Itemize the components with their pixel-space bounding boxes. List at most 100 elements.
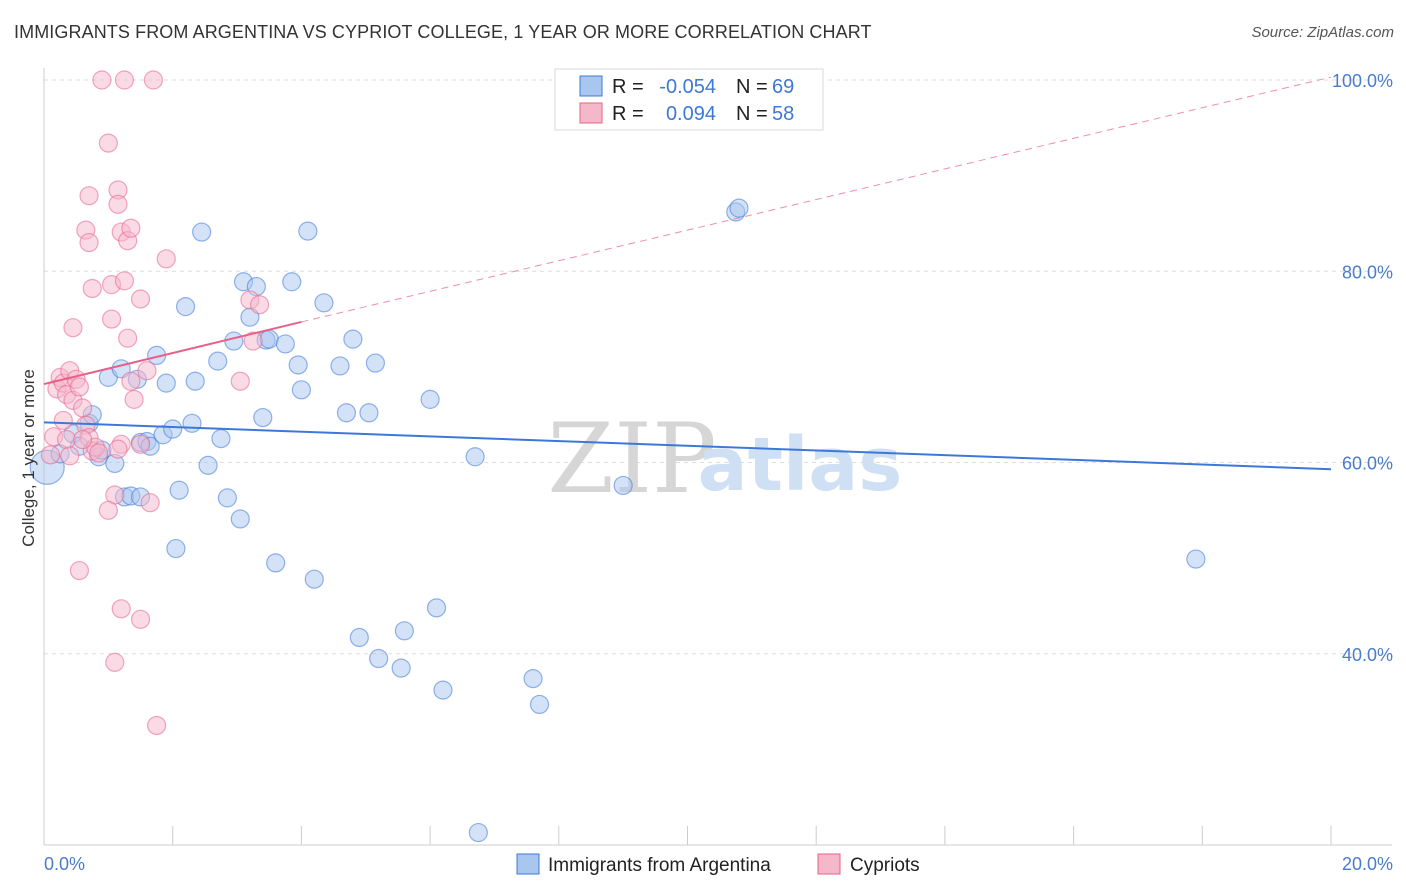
- argentina-point: [330, 356, 350, 376]
- cypriot-point: [98, 500, 118, 520]
- argentina-point: [282, 272, 302, 292]
- cypriot-point: [79, 232, 99, 253]
- argentina-point: [166, 538, 186, 559]
- argentina-point: [1186, 549, 1206, 569]
- argentina-point: [156, 373, 176, 393]
- cypriot-point: [63, 318, 83, 338]
- legend-n-value-2: 58: [772, 103, 794, 125]
- cypriot-trend-extension: [301, 76, 1332, 323]
- watermark: ZIP atlas: [547, 403, 902, 515]
- argentina-point: [336, 403, 357, 423]
- cypriot-point: [73, 429, 93, 450]
- argentina-point: [729, 198, 749, 218]
- y-tick-label: 60.0%: [1342, 454, 1393, 474]
- argentina-point: [523, 669, 543, 689]
- cypriot-point: [130, 289, 151, 309]
- legend-r-label-2: R =: [612, 103, 644, 125]
- argentina-point: [291, 380, 311, 400]
- watermark-atlas: atlas: [698, 422, 903, 508]
- argentina-point: [369, 648, 389, 669]
- cypriot-point: [243, 331, 263, 351]
- gridlines: [44, 79, 1392, 655]
- cypriot-point: [60, 446, 80, 466]
- cypriot-point: [114, 271, 135, 291]
- legend-swatch-pink: [579, 102, 603, 124]
- argentina-point: [426, 598, 447, 618]
- cypriot-point: [69, 377, 89, 397]
- argentina-point: [275, 334, 295, 354]
- cypriot-point: [147, 715, 167, 736]
- y-tick-label: 40.0%: [1342, 645, 1393, 665]
- y-axis-label: College, 1 year or more: [19, 369, 38, 547]
- legend-n-label-2: N =: [736, 103, 768, 125]
- cypriot-point: [118, 328, 138, 348]
- cypriot-point: [108, 194, 128, 214]
- argentina-point: [465, 447, 485, 467]
- argentina-point: [468, 822, 488, 843]
- y-tick-label: 80.0%: [1342, 262, 1393, 282]
- argentina-point: [349, 627, 369, 648]
- argentina-point: [529, 694, 550, 715]
- bottom-legend: Immigrants from Argentina Cypriots: [516, 853, 920, 876]
- cypriot-point: [79, 186, 99, 206]
- argentina-point: [314, 293, 334, 313]
- argentina-point: [365, 353, 386, 373]
- argentina-point: [230, 509, 250, 529]
- trend-lines: [43, 76, 1332, 471]
- axes: 40.0% 60.0% 80.0% 100.0% 0.0% 20.0%: [43, 68, 1393, 874]
- argentina-point: [169, 480, 189, 500]
- source-label: Source: ZipAtlas.com: [1251, 24, 1394, 41]
- bottom-legend-label-cypriots: Cypriots: [850, 855, 920, 876]
- cypriot-point: [105, 652, 125, 672]
- cypriot-point: [121, 218, 141, 238]
- bottom-legend-swatch-argentina: [516, 853, 540, 875]
- argentina-point: [211, 428, 231, 449]
- argentina-point: [343, 329, 363, 349]
- argentina-point: [175, 297, 196, 317]
- argentina-trend-line: [43, 421, 1332, 471]
- watermark-zip: ZIP: [547, 403, 716, 515]
- cypriot-point: [111, 599, 131, 619]
- cypriot-point: [143, 70, 163, 90]
- argentina-point: [253, 407, 273, 428]
- x-tick-label-max: 20.0%: [1342, 854, 1393, 874]
- argentina-point: [198, 455, 218, 475]
- cypriot-point: [124, 389, 144, 409]
- argentina-point: [163, 419, 183, 439]
- cypriot-trend-line: [43, 320, 302, 386]
- argentina-point: [359, 403, 379, 423]
- cypriot-point: [137, 361, 157, 381]
- chart-title: IMMIGRANTS FROM ARGENTINA VS CYPRIOT COL…: [14, 22, 872, 42]
- cypriot-point: [40, 445, 61, 465]
- legend-n-label-1: N =: [736, 76, 768, 98]
- cypriot-point: [98, 133, 118, 153]
- cypriot-point: [89, 443, 109, 463]
- cypriot-point: [69, 560, 89, 581]
- cypriot-point: [114, 70, 135, 90]
- argentina-point: [182, 413, 202, 433]
- argentina-point: [288, 355, 308, 375]
- legend-r-label-1: R =: [612, 76, 644, 98]
- cypriot-point: [130, 609, 151, 629]
- argentina-point: [433, 680, 453, 700]
- cypriot-point: [140, 493, 160, 513]
- argentina-point: [394, 621, 414, 641]
- argentina-point: [613, 475, 633, 496]
- argentina-point: [208, 351, 228, 371]
- legend-r-value-1: -0.054: [659, 76, 716, 98]
- x-tick-label-min: 0.0%: [44, 854, 85, 874]
- legend-n-value-1: 69: [772, 76, 794, 98]
- argentina-point: [217, 488, 237, 508]
- argentina-point: [185, 371, 205, 391]
- argentina-point: [420, 389, 440, 409]
- legend: R = -0.054 N = 69 R = 0.094 N = 58: [554, 68, 824, 131]
- cypriot-point: [230, 371, 250, 391]
- cypriot-point: [82, 278, 102, 299]
- cypriot-point: [121, 371, 141, 391]
- legend-swatch-blue: [579, 75, 603, 97]
- cypriot-point: [92, 70, 112, 90]
- argentina-point: [266, 553, 286, 573]
- cypriot-point: [56, 429, 77, 450]
- cypriot-point: [101, 309, 122, 329]
- cypriot-point: [73, 398, 93, 418]
